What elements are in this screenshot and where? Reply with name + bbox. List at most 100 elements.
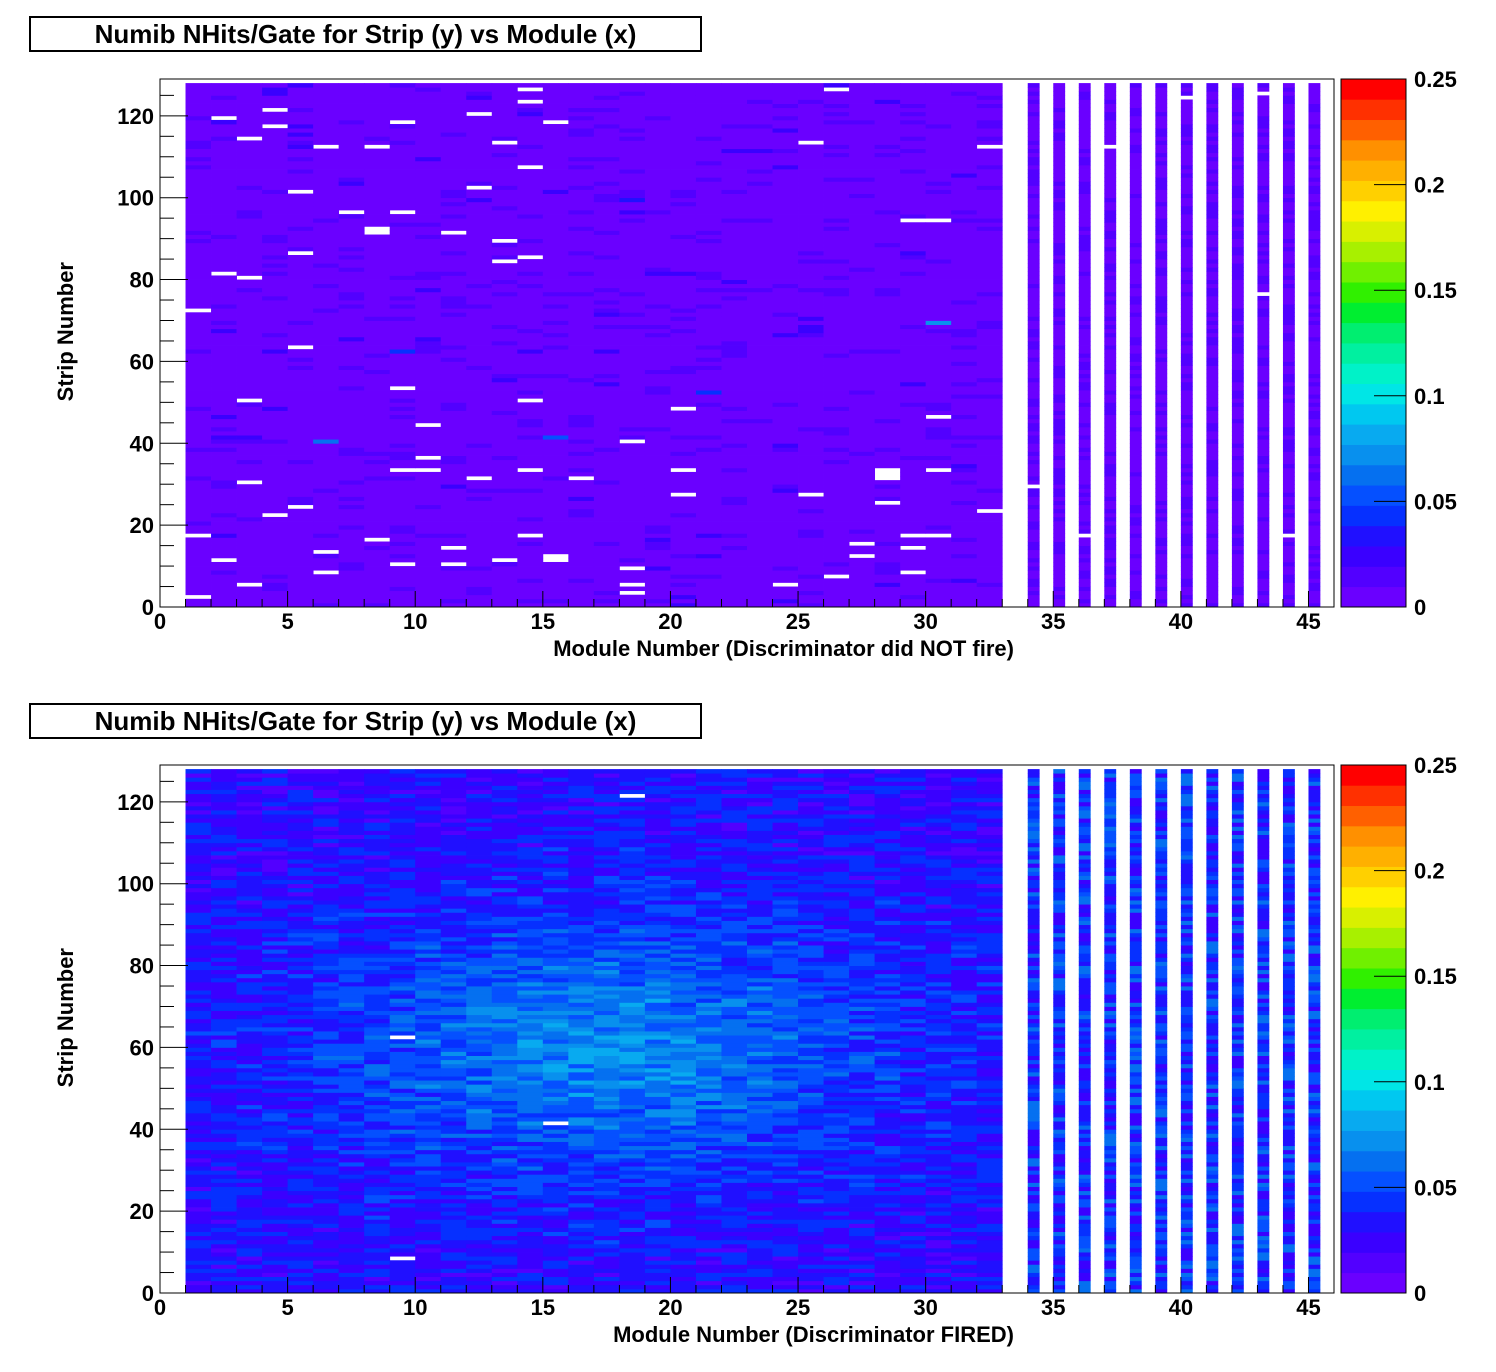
heatmap-cell	[849, 447, 876, 452]
heatmap-cell	[951, 136, 978, 141]
heatmap-cell	[236, 602, 263, 608]
heatmap-cell	[1206, 426, 1219, 432]
heatmap-cell	[1206, 455, 1219, 461]
heatmap-cell	[619, 586, 646, 592]
heatmap-cell	[517, 549, 544, 555]
heatmap-cell	[747, 148, 773, 154]
heatmap-cell	[619, 443, 646, 448]
heatmap-cell	[364, 443, 391, 448]
heatmap-cell	[415, 185, 442, 190]
heatmap-cell	[772, 459, 799, 465]
heatmap-cell	[287, 132, 314, 137]
heatmap-cell	[593, 218, 620, 223]
heatmap-cell	[1129, 521, 1142, 526]
heatmap-cell	[925, 504, 952, 510]
heatmap-cell	[798, 173, 824, 178]
heatmap-cell	[1104, 381, 1117, 387]
heatmap-cell	[747, 160, 773, 166]
heatmap-cell	[951, 426, 978, 432]
heatmap-cell	[338, 214, 365, 219]
heatmap-cell	[593, 226, 620, 231]
heatmap-cell	[568, 525, 595, 530]
heatmap-cell	[185, 471, 212, 477]
heatmap-cell	[1155, 541, 1168, 546]
heatmap-cell	[287, 332, 314, 338]
heatmap-cell	[185, 521, 212, 526]
heatmap-cell	[1078, 561, 1091, 567]
heatmap-cell	[185, 238, 212, 244]
heatmap-cell	[644, 467, 671, 473]
heatmap-cell	[1180, 164, 1193, 170]
heatmap-cell	[874, 316, 901, 321]
heatmap-cell	[951, 226, 978, 231]
heatmap-cell	[1129, 324, 1142, 330]
heatmap-cell	[542, 87, 569, 92]
heatmap-cell	[1027, 99, 1040, 104]
heatmap-cell	[1180, 181, 1193, 186]
heatmap-cell	[951, 214, 978, 219]
heatmap-cell	[593, 144, 620, 149]
heatmap-cell	[644, 353, 671, 358]
heatmap-cell	[338, 164, 365, 170]
heatmap-cell	[849, 545, 876, 551]
heatmap-cell	[747, 361, 773, 366]
heatmap-cell	[338, 87, 365, 92]
heatmap-cell	[874, 414, 901, 420]
heatmap-cell	[568, 99, 595, 104]
heatmap-cell	[695, 553, 722, 559]
heatmap-cell	[236, 406, 263, 411]
heatmap-cell	[772, 594, 799, 600]
heatmap-cell	[772, 410, 799, 416]
heatmap-cell	[262, 455, 289, 461]
heatmap-cell	[542, 394, 569, 399]
heatmap-cell	[542, 537, 569, 542]
heatmap-cell	[874, 598, 901, 604]
heatmap-cell	[415, 214, 442, 219]
heatmap-cell	[670, 291, 697, 297]
heatmap-cell	[185, 586, 212, 592]
heatmap-cell	[670, 336, 697, 342]
heatmap-cell	[287, 185, 314, 190]
heatmap-cell	[772, 308, 799, 313]
heatmap-cell	[568, 173, 595, 178]
heatmap-cell	[874, 508, 901, 514]
heatmap-cell	[695, 578, 722, 583]
heatmap-cell	[338, 197, 365, 203]
heatmap-cell	[976, 332, 1003, 338]
heatmap-cell	[542, 533, 569, 538]
heatmap-cell	[262, 316, 289, 321]
heatmap-cell	[772, 124, 799, 129]
heatmap-cell	[695, 500, 722, 506]
heatmap-cell	[849, 152, 876, 158]
heatmap-cell	[517, 451, 544, 456]
heatmap-cell	[1155, 377, 1168, 383]
heatmap-cell	[466, 373, 493, 379]
heatmap-cell	[670, 230, 697, 235]
heatmap-cell	[415, 164, 442, 170]
heatmap-cell	[619, 99, 646, 104]
heatmap-cell	[440, 197, 467, 203]
heatmap-cell	[185, 525, 212, 530]
heatmap-cell	[619, 557, 646, 563]
heatmap-cell	[619, 140, 646, 145]
heatmap-cell	[1180, 525, 1193, 530]
heatmap-cell	[925, 582, 952, 587]
heatmap-cell	[823, 250, 850, 256]
heatmap-cell	[925, 300, 952, 305]
heatmap-cell	[747, 238, 773, 244]
heatmap-cell	[1078, 128, 1091, 133]
heatmap-cell	[517, 263, 544, 268]
heatmap-cell	[619, 128, 646, 133]
heatmap-cell	[491, 504, 518, 510]
heatmap-cell	[491, 193, 518, 199]
heatmap-cell	[1027, 373, 1040, 379]
heatmap-cell	[670, 164, 697, 170]
heatmap-cell	[466, 557, 493, 563]
heatmap-cell	[1129, 140, 1142, 145]
heatmap-cell	[1053, 152, 1066, 158]
heatmap-cell	[593, 459, 620, 465]
heatmap-cell	[900, 557, 927, 563]
heatmap-cell	[185, 574, 212, 579]
heatmap-cell	[262, 209, 289, 215]
heatmap-cell	[389, 181, 416, 186]
